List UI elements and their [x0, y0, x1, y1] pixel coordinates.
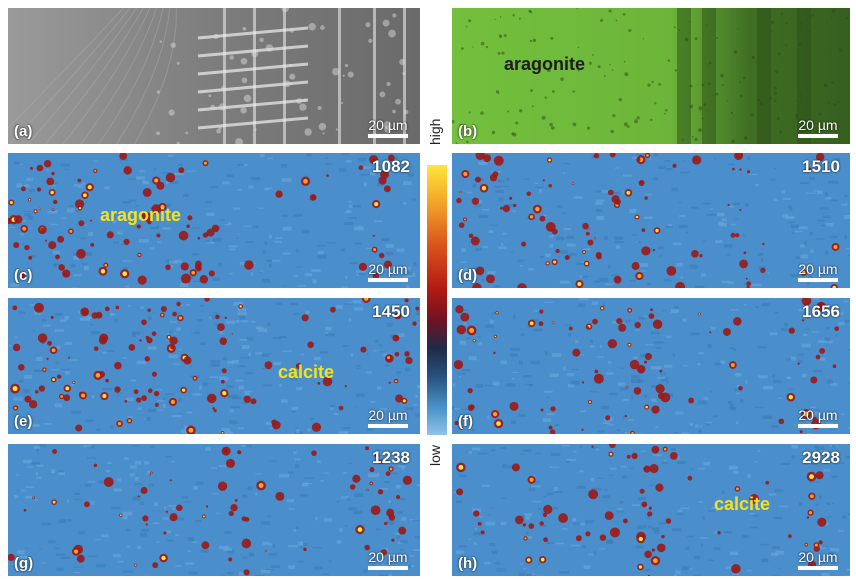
- wavenumber-label: 1238: [372, 448, 410, 467]
- panel-a: (a) 20 µm: [8, 8, 420, 144]
- raman-map: [452, 298, 850, 434]
- panel-label: (h): [458, 555, 478, 572]
- scale-bar: 20 µm: [368, 261, 408, 282]
- panel-label: (c): [14, 267, 33, 284]
- panel-h: 2928 calcite (h) 20 µm: [452, 444, 850, 576]
- scale-bar: 20 µm: [798, 261, 838, 282]
- raman-map: [452, 153, 850, 288]
- colorbar-high-label: high: [427, 118, 443, 146]
- wavenumber-label: 1082: [372, 157, 410, 176]
- panel-g: 1238 (g) 20 µm: [8, 444, 420, 576]
- scale-bar: 20 µm: [368, 407, 408, 428]
- aragonite-green-map: [452, 8, 850, 144]
- wavenumber-label: 2928: [802, 448, 840, 467]
- scale-bar: 20 µm: [798, 549, 838, 570]
- wavenumber-label: 1656: [802, 302, 840, 321]
- colorbar: [427, 165, 447, 435]
- panel-label: (b): [458, 123, 478, 140]
- raman-map: [8, 153, 420, 288]
- raman-map: [8, 298, 420, 434]
- scale-bar: 20 µm: [368, 549, 408, 570]
- material-label: calcite: [714, 494, 771, 514]
- raman-map: [8, 444, 420, 576]
- panel-f: 1656 (f) 20 µm: [452, 298, 850, 434]
- panel-b: aragonite (b) 20 µm: [452, 8, 850, 144]
- wavenumber-label: 1450: [372, 302, 410, 321]
- grayscale-micrograph: [8, 8, 420, 144]
- panel-label: (d): [458, 267, 478, 284]
- scale-bar: 20 µm: [798, 117, 838, 138]
- panel-label: (a): [14, 123, 33, 140]
- raman-map: [452, 444, 850, 576]
- colorbar-low-label: low: [427, 444, 443, 466]
- panel-c: 1082 aragonite (c) 20 µm: [8, 153, 420, 288]
- panel-label: (g): [14, 555, 34, 572]
- material-label: aragonite: [504, 54, 586, 74]
- panel-e: 1450 calcite (e) 20 µm: [8, 298, 420, 434]
- panel-label: (f): [458, 413, 473, 430]
- scale-bar: 20 µm: [368, 117, 408, 138]
- wavenumber-label: 1510: [802, 157, 840, 176]
- scale-bar: 20 µm: [798, 407, 838, 428]
- material-label: aragonite: [100, 205, 182, 225]
- panel-d: 1510 (d) 20 µm: [452, 153, 850, 288]
- material-label: calcite: [278, 362, 335, 382]
- panel-label: (e): [14, 413, 33, 430]
